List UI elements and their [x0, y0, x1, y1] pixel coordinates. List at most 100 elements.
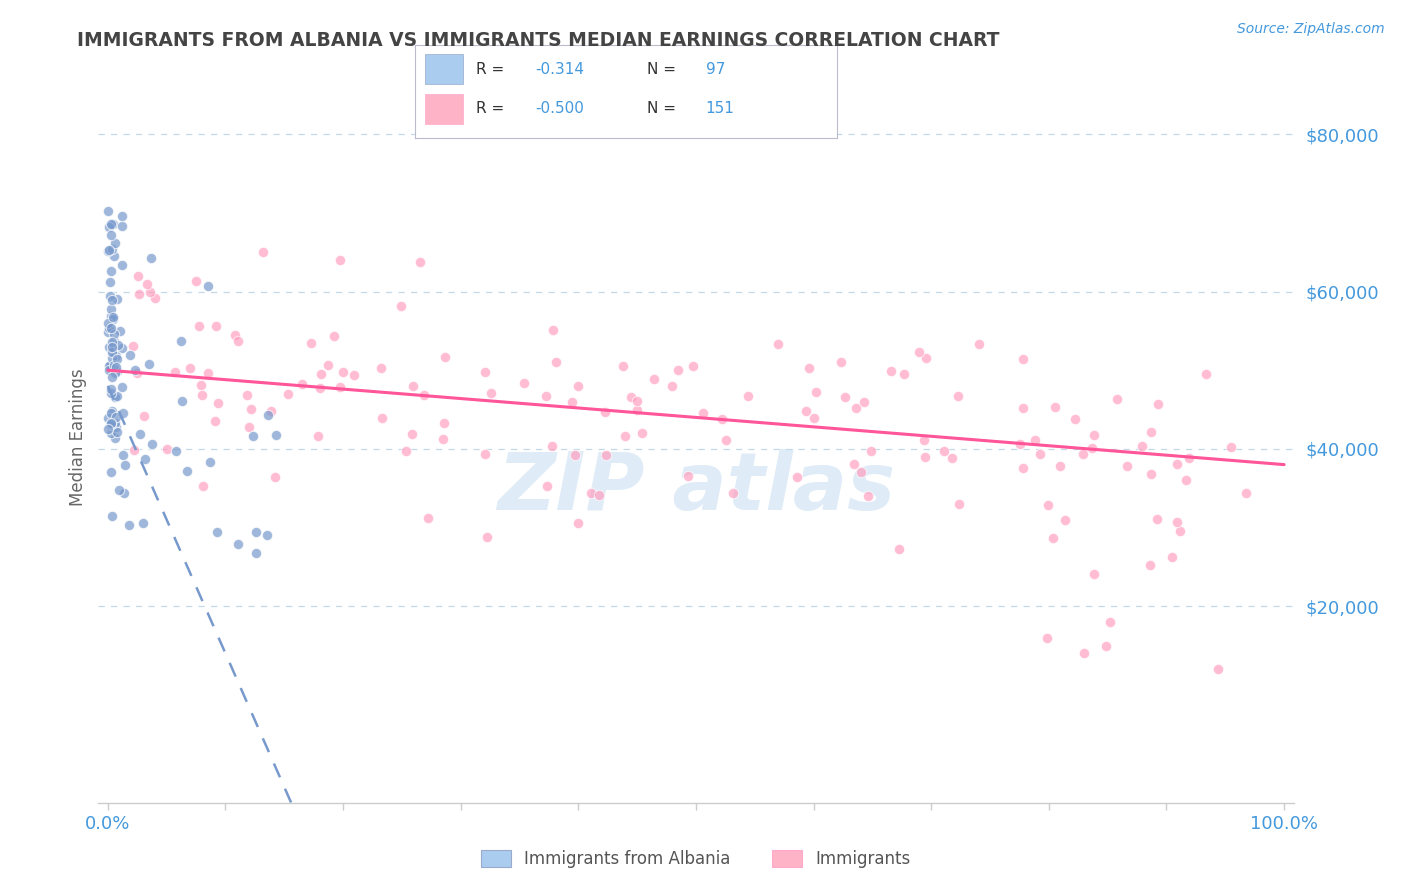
- Point: [100, 404, 122, 418]
- Point: [238, 420, 260, 434]
- Point: [101, 370, 124, 384]
- Point: [100, 417, 122, 431]
- Point: [1116, 458, 1139, 473]
- Point: [105, 351, 128, 366]
- Point: [1168, 524, 1191, 539]
- Point: [138, 285, 160, 299]
- Point: [111, 380, 134, 394]
- Point: [536, 479, 558, 493]
- Point: [1053, 513, 1076, 527]
- Point: [630, 425, 652, 440]
- Point: [666, 363, 689, 377]
- Point: [1139, 467, 1161, 481]
- Point: [1147, 397, 1170, 411]
- Point: [101, 242, 124, 256]
- Point: [912, 433, 935, 447]
- Point: [541, 323, 564, 337]
- Point: [264, 470, 287, 484]
- Point: [100, 426, 122, 441]
- Text: 151: 151: [706, 102, 735, 117]
- Point: [1174, 473, 1197, 487]
- Point: [1098, 615, 1121, 629]
- Point: [682, 359, 704, 373]
- Point: [98, 244, 121, 258]
- Point: [1010, 437, 1032, 451]
- Point: [104, 366, 127, 380]
- Point: [97, 325, 120, 339]
- Point: [190, 378, 212, 392]
- Point: [1095, 639, 1118, 653]
- Point: [105, 360, 128, 375]
- Point: [879, 363, 901, 377]
- Point: [100, 406, 122, 420]
- Point: [626, 402, 648, 417]
- Point: [135, 277, 157, 291]
- Point: [103, 217, 125, 231]
- Point: [134, 409, 156, 423]
- Point: [193, 479, 215, 493]
- Point: [858, 489, 880, 503]
- Point: [1012, 460, 1035, 475]
- Point: [804, 384, 827, 399]
- Point: [100, 263, 122, 277]
- Point: [186, 274, 208, 288]
- Point: [309, 381, 332, 395]
- Text: -0.314: -0.314: [534, 62, 583, 77]
- Point: [967, 336, 990, 351]
- Point: [914, 450, 936, 464]
- Point: [322, 329, 344, 343]
- Point: [1012, 352, 1035, 367]
- Point: [122, 339, 145, 353]
- Point: [105, 425, 128, 439]
- Point: [100, 466, 122, 480]
- Point: [107, 389, 129, 403]
- Point: [245, 525, 267, 540]
- Point: [124, 362, 146, 376]
- Point: [534, 388, 557, 402]
- Point: [946, 389, 969, 403]
- Point: [103, 334, 125, 348]
- Point: [100, 217, 122, 231]
- Point: [128, 427, 150, 442]
- Point: [737, 389, 759, 403]
- Point: [197, 279, 219, 293]
- Point: [107, 338, 129, 352]
- Point: [893, 367, 915, 381]
- Point: [226, 334, 249, 349]
- Point: [1012, 401, 1035, 416]
- Bar: [425, 54, 464, 85]
- Point: [100, 386, 122, 401]
- Point: [541, 439, 564, 453]
- Point: [204, 413, 226, 427]
- Point: [1220, 440, 1243, 454]
- Point: [1166, 515, 1188, 529]
- Point: [797, 361, 820, 376]
- Point: [101, 293, 124, 308]
- Point: [474, 447, 496, 461]
- Point: [100, 227, 122, 242]
- Point: [395, 444, 418, 458]
- Point: [111, 209, 134, 223]
- Point: [111, 341, 134, 355]
- Point: [128, 287, 150, 301]
- Point: [104, 420, 127, 434]
- Point: [97, 203, 120, 218]
- Point: [721, 486, 744, 500]
- Point: [103, 248, 125, 262]
- Point: [595, 405, 617, 419]
- Point: [401, 379, 423, 393]
- Point: [165, 443, 187, 458]
- Point: [98, 363, 121, 377]
- Point: [120, 348, 142, 362]
- Point: [887, 542, 910, 557]
- Point: [179, 361, 201, 376]
- Point: [111, 258, 134, 272]
- Point: [197, 366, 219, 380]
- Point: [941, 451, 963, 466]
- Point: [564, 448, 586, 462]
- Point: [163, 365, 186, 379]
- Point: [111, 219, 134, 234]
- Point: [104, 390, 127, 404]
- Point: [100, 289, 122, 303]
- Point: [612, 359, 634, 373]
